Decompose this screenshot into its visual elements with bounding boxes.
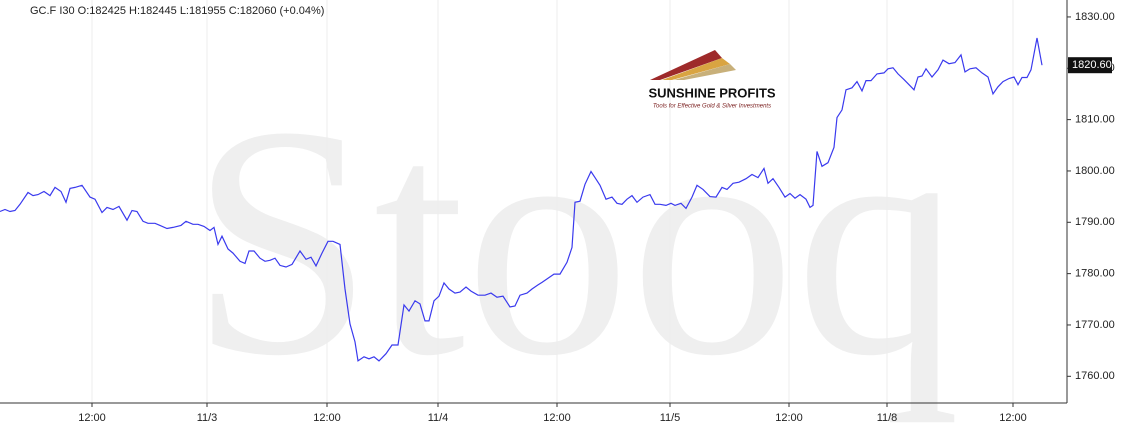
x-tick-label: 11/4: [428, 412, 449, 424]
x-tick-label: 12:00: [543, 412, 571, 424]
x-tick-label: 12:00: [775, 412, 803, 424]
x-tick-label: 12:00: [313, 412, 341, 424]
background-layer: Stooq: [190, 59, 960, 424]
x-tick-label: 12:00: [78, 412, 106, 424]
last-price-box: [1068, 57, 1112, 74]
logo-stripe: [662, 58, 730, 80]
y-tick-label: 1780.00: [1075, 268, 1115, 280]
logo-name: SUNSHINE PROFITS: [648, 85, 775, 100]
y-tick-label: 1770.00: [1075, 319, 1115, 331]
x-tick-label: 11/5: [660, 412, 681, 424]
logo: SUNSHINE PROFITS Tools for Effective Gol…: [648, 50, 776, 110]
y-tick-label: 1830.00: [1075, 11, 1115, 23]
y-tick-label: 1800.00: [1075, 165, 1115, 177]
logo-stripe: [674, 64, 736, 80]
y-tick-label: 1810.00: [1075, 114, 1115, 126]
x-tick-label: 11/3: [197, 412, 218, 424]
last-price-label: 1820.60: [1072, 59, 1112, 71]
logo-stripe: [650, 50, 722, 80]
logo-tagline: Tools for Effective Gold & Silver Invest…: [653, 104, 771, 110]
price-line: [0, 37, 1043, 362]
grid-layer: [91, 0, 1014, 403]
watermark: Stooq: [190, 59, 960, 424]
y-tick-label: 1760.00: [1075, 370, 1115, 382]
y-tick-label: 1790.00: [1075, 216, 1115, 228]
chart-title: GC.F I30 O:182425 H:182445 L:181955 C:18…: [30, 5, 324, 17]
x-tick-label: 12:00: [999, 412, 1027, 424]
x-tick-label: 11/8: [877, 412, 898, 424]
